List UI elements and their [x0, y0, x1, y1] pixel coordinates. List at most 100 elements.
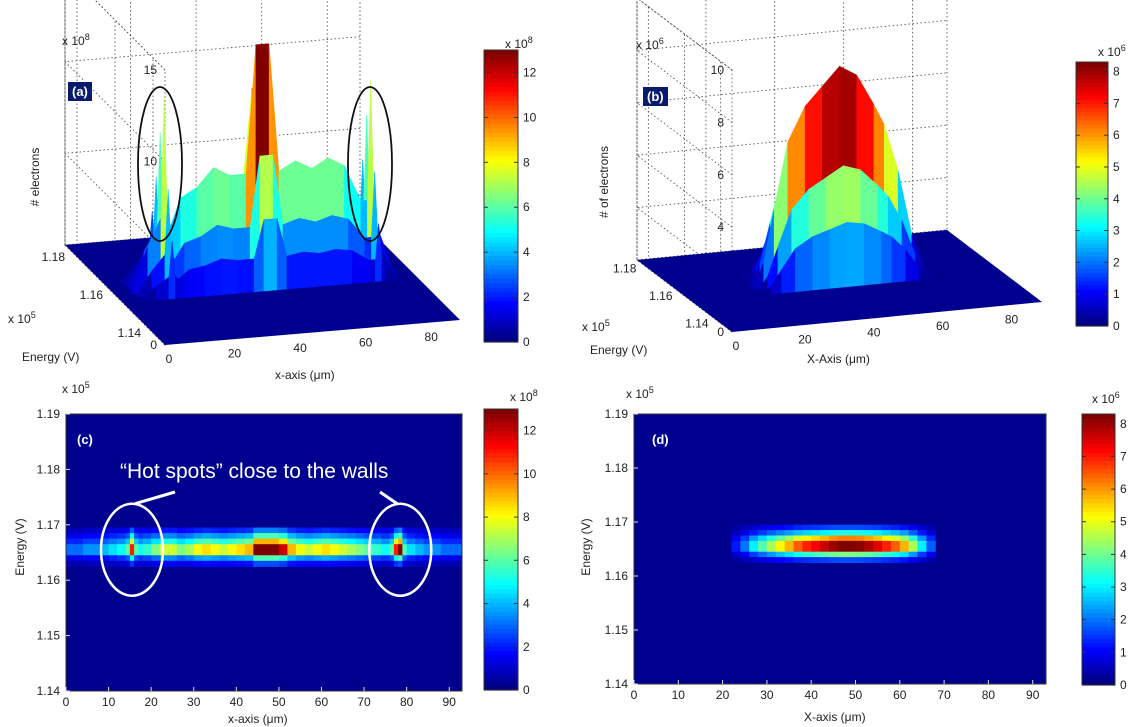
x-axis-label-d: X-axis (μm) — [804, 710, 866, 724]
a-colorbar-swatch — [484, 259, 518, 266]
c-x-tick-label: 60 — [315, 695, 329, 709]
c-heat-cell — [423, 538, 433, 545]
c-heat-cell — [138, 527, 144, 534]
c-colorbar-swatch — [484, 488, 518, 494]
c-colorbar-swatch — [484, 663, 518, 669]
d-colorbar-swatch — [1082, 452, 1115, 457]
d-heat-cell — [784, 524, 794, 531]
c-colorbar-swatch — [484, 409, 518, 414]
c-heat-cell — [347, 527, 357, 534]
d-colorbar-swatch — [1082, 549, 1115, 555]
d-heat-cell — [855, 551, 865, 558]
c-heat-cell — [125, 538, 131, 545]
d-heat-cell — [766, 530, 777, 536]
c-heat-cell — [125, 560, 131, 567]
c-colorbar-swatch — [484, 448, 518, 454]
b-surface-patch — [881, 231, 893, 284]
a-colorbar-swatch — [484, 164, 518, 170]
a-colorbar-tick-label: 0 — [523, 335, 530, 349]
d-heat-cell — [811, 540, 821, 553]
c-plot-frame — [65, 413, 463, 692]
a-colorbar-swatch — [484, 191, 518, 197]
b-colorbar-tick-label: 2 — [1113, 255, 1120, 269]
d-heat-cell — [926, 551, 936, 558]
a-colorbar-swatch — [484, 173, 518, 179]
b-surface-patch — [829, 221, 848, 289]
c-heat-cell — [321, 538, 331, 545]
c-colorbar-swatch — [484, 654, 518, 660]
c-colorbar-swatch — [484, 672, 518, 678]
d-heat-cell — [882, 540, 892, 553]
d-heat-cell — [837, 540, 848, 553]
c-heat-cell — [108, 527, 118, 534]
c-heat-cell — [295, 560, 305, 567]
d-heat-cell — [837, 535, 848, 542]
d-heat-cell — [758, 551, 768, 558]
a-surface-patch — [303, 251, 320, 288]
a-colorbar-swatch — [484, 287, 518, 293]
d-heat-cell — [899, 535, 910, 542]
c-heat-cell — [66, 538, 76, 545]
c-heat-cell — [261, 533, 271, 540]
c-heat-cell — [449, 538, 463, 545]
c-heat-cell — [312, 555, 322, 562]
d-colorbar-swatch — [1082, 646, 1115, 652]
c-heat-cell — [66, 555, 76, 562]
c-heat-cell — [398, 544, 403, 556]
d-heat-cell — [766, 540, 777, 553]
c-heat-cell — [142, 533, 152, 540]
c-heat-cell — [295, 544, 305, 556]
d-heat-cell — [828, 557, 839, 563]
d-colorbar-swatch — [1082, 422, 1115, 428]
z-axis-label-b: # of electrons — [597, 145, 611, 219]
c-colorbar-swatch — [484, 439, 518, 445]
c-heat-cell — [210, 560, 220, 567]
c-hot-spot-ellipse-right — [368, 502, 433, 597]
d-heat-cell — [837, 557, 848, 563]
c-heat-cell — [129, 527, 135, 534]
c-colorbar-swatch — [484, 558, 518, 564]
a-colorbar-swatch — [484, 150, 518, 156]
c-heat-cell — [176, 538, 186, 545]
d-heat-cell — [917, 551, 927, 558]
c-colorbar-swatch — [484, 580, 518, 586]
d-heat-cell — [837, 551, 848, 558]
b-colorbar-swatch — [1076, 313, 1108, 319]
a-surface-patch — [270, 218, 278, 291]
b-colorbar-swatch — [1076, 264, 1108, 269]
d-x-tick-label: 50 — [849, 688, 863, 702]
a-colorbar-swatch — [484, 168, 518, 174]
d-colorbar-swatch — [1082, 651, 1115, 656]
b-colorbar-tick-label: 0 — [1113, 319, 1120, 333]
d-colorbar-swatch — [1082, 430, 1115, 436]
b-surface-patch — [812, 229, 831, 291]
c-colorbar-swatch — [484, 571, 518, 577]
b-colorbar-swatch — [1076, 128, 1108, 133]
d-heat-cell — [766, 557, 777, 563]
d-colorbar-swatch — [1082, 460, 1115, 466]
c-heat-cell — [432, 555, 442, 562]
a-colorbar-swatch — [484, 218, 518, 224]
c-heat-cell — [138, 555, 144, 562]
d-x-tick-label: 80 — [982, 688, 996, 702]
d-colorbar-swatch — [1082, 515, 1115, 521]
a-colorbar-swatch — [484, 186, 518, 193]
d-heat-cell — [740, 551, 750, 558]
c-colorbar-swatch — [484, 501, 518, 507]
c-heat-cell — [91, 560, 101, 567]
c-heat-cell — [432, 538, 442, 545]
c-heat-cell — [125, 555, 131, 562]
b-colorbar-swatch — [1076, 255, 1108, 261]
d-heat-cell — [873, 524, 883, 531]
d-heat-cell — [740, 535, 750, 542]
c-colorbar-swatch — [484, 632, 518, 638]
a-colorbar-swatch — [484, 50, 518, 56]
c-heat-cell — [295, 555, 305, 562]
d-heat-cell — [793, 524, 803, 531]
d-heat-cell — [926, 540, 936, 553]
c-heat-cell — [168, 544, 178, 556]
c-heat-cell — [253, 544, 263, 556]
c-colorbar-swatch — [484, 545, 518, 551]
c-heat-cell — [261, 560, 271, 567]
